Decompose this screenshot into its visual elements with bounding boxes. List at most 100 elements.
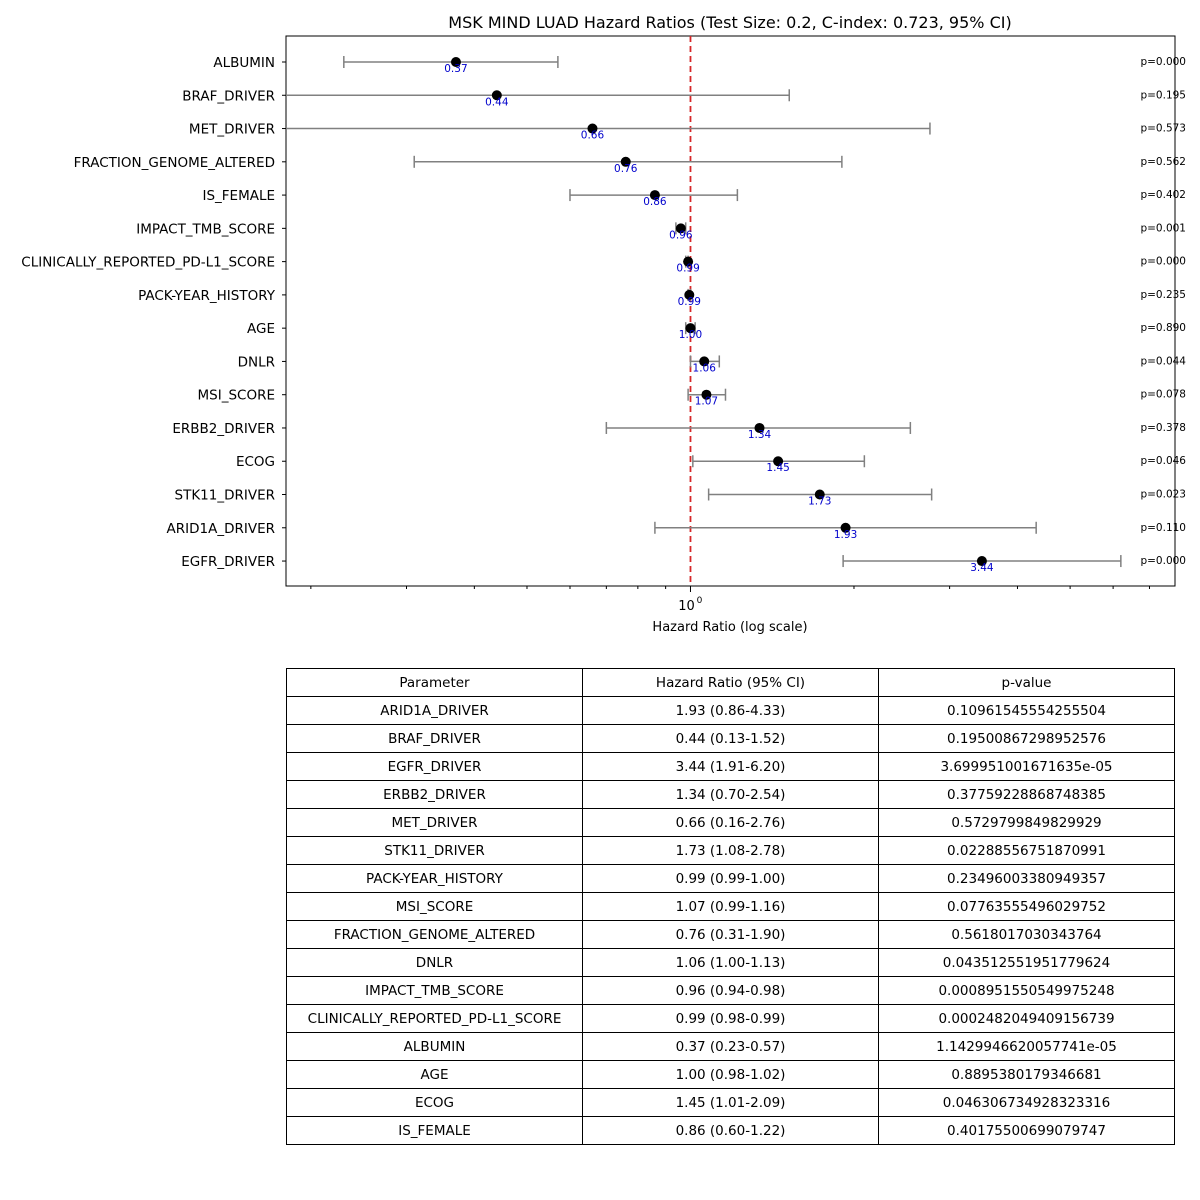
hr-point [754, 422, 765, 433]
table-header-cell: p-value [878, 668, 1175, 697]
forest-row: 0.99 p=0.235 [678, 288, 1186, 308]
table-cell: 1.93 (0.86-4.33) [582, 696, 879, 725]
table-cell: 3.44 (1.91-6.20) [582, 752, 879, 781]
hr-point [976, 556, 987, 567]
table-cell: AGE [286, 1060, 583, 1089]
table-cell: PACK-YEAR_HISTORY [286, 864, 583, 893]
table-row: AGE 1.00 (0.98-1.02) 0.8895380179346681 [286, 1060, 1175, 1089]
hr-point [683, 256, 694, 267]
forest-row: 0.99 p=0.000 [676, 255, 1186, 275]
hr-value-label: 1.07 [695, 396, 718, 408]
p-value-label: p=0.001 [1140, 222, 1186, 234]
table-cell: 0.99 (0.98-0.99) [582, 1004, 879, 1033]
table-cell: ALBUMIN [286, 1032, 583, 1061]
p-value-label: p=0.378 [1140, 422, 1186, 434]
chart-title: MSK MIND LUAD Hazard Ratios (Test Size: … [448, 13, 1011, 32]
table-cell: 0.40175500699079747 [878, 1116, 1175, 1145]
hr-value-label: 1.45 [766, 462, 789, 474]
table-cell: 1.07 (0.99-1.16) [582, 892, 879, 921]
hr-value-label: 0.76 [614, 163, 638, 175]
hr-value-label: 1.06 [693, 362, 717, 374]
x-axis: ALBUMIN BRAF_DRIVER MET_DRIVER FRACTION_GEN… [21, 55, 1150, 614]
y-tick-label: ALBUMIN [213, 55, 275, 71]
p-value-label: p=0.046 [1140, 455, 1186, 467]
hr-value-label: 1.34 [748, 429, 772, 441]
plot-area: 0.37 p=0.000 0.44 p=0.195 0.66 p=0.573 0.76 p=0… [286, 36, 1186, 586]
table-cell: DNLR [286, 948, 583, 977]
hr-value-label: 1.00 [679, 329, 702, 341]
p-value-label: p=0.000 [1140, 56, 1186, 68]
table-row: IS_FEMALE 0.86 (0.60-1.22) 0.4017550069907… [286, 1116, 1175, 1145]
forest-row: 1.34 p=0.378 [605, 421, 1186, 441]
table-cell: 0.046306734928323316 [878, 1088, 1175, 1117]
hr-point [773, 456, 784, 467]
table-cell: FRACTION_GENOME_ALTERED [286, 920, 583, 949]
p-value-label: p=0.044 [1140, 355, 1186, 367]
hr-point [699, 356, 710, 367]
p-value-label: p=0.195 [1140, 89, 1186, 101]
x-tick-label: 10 [678, 599, 695, 614]
y-tick-label: ARID1A_DRIVER [167, 521, 275, 537]
table-row: CLINICALLY_REPORTED_PD-L1_SCORE 0.99 (0.9… [286, 1004, 1175, 1033]
table-cell: 0.10961545554255504 [878, 696, 1175, 725]
forest-row: 1.00 p=0.890 [679, 322, 1186, 341]
table-cell: IS_FEMALE [286, 1116, 583, 1145]
forest-row: 0.76 p=0.562 [413, 155, 1186, 175]
y-tick-label: STK11_DRIVER [175, 488, 276, 504]
table-cell: EGFR_DRIVER [286, 752, 583, 781]
table-body: ARID1A_DRIVER 1.93 (0.86-4.33) 0.109615455… [286, 696, 1175, 1145]
forest-row: 0.37 p=0.000 [343, 56, 1186, 75]
y-tick-label: AGE [247, 321, 275, 337]
forest-row: 0.44 p=0.195 [286, 89, 1186, 108]
table-cell: IMPACT_TMB_SCORE [286, 976, 583, 1005]
y-tick-label: IMPACT_TMB_SCORE [136, 221, 275, 237]
y-tick-label: DNLR [238, 354, 275, 370]
hr-value-label: 1.73 [808, 496, 831, 508]
hr-value-label: 1.93 [834, 529, 857, 541]
forest-row: 1.07 p=0.078 [687, 388, 1186, 408]
table-cell: 0.99 (0.99-1.00) [582, 864, 879, 893]
y-tick-label: IS_FEMALE [202, 188, 275, 204]
hr-point [620, 156, 631, 167]
p-value-label: p=0.110 [1140, 522, 1186, 534]
table-cell: BRAF_DRIVER [286, 724, 583, 753]
results-table: Parameter Hazard Ratio (95% CI) p-value AR… [286, 668, 1175, 1145]
table-cell: 0.02288556751870991 [878, 836, 1175, 865]
table-row: STK11_DRIVER 1.73 (1.08-2.78) 0.0228855675… [286, 836, 1175, 865]
p-value-label: p=0.235 [1140, 289, 1186, 301]
hr-point [814, 489, 825, 500]
table-cell: MET_DRIVER [286, 808, 583, 837]
table-row: BRAF_DRIVER 0.44 (0.13-1.52) 0.19500867298… [286, 724, 1175, 753]
y-tick-label: PACK-YEAR_HISTORY [138, 288, 276, 304]
table-cell: 1.45 (1.01-2.09) [582, 1088, 879, 1117]
table-header-row: Parameter Hazard Ratio (95% CI) p-value [286, 668, 1175, 697]
forest-row: 0.96 p=0.001 [669, 222, 1186, 241]
table-row: ECOG 1.45 (1.01-2.09) 0.046306734928323316 [286, 1088, 1175, 1117]
table-row: FRACTION_GENOME_ALTERED 0.76 (0.31-1.90) 0… [286, 920, 1175, 949]
hr-point [587, 123, 598, 134]
table-cell: 0.37 (0.23-0.57) [582, 1032, 879, 1061]
table-cell: ARID1A_DRIVER [286, 696, 583, 725]
table-cell: 0.5729799849829929 [878, 808, 1175, 837]
hr-value-label: 0.99 [678, 296, 701, 308]
forest-row: 1.73 p=0.023 [707, 488, 1186, 508]
y-tick-label: ECOG [236, 454, 275, 470]
table-cell: 1.73 (1.08-2.78) [582, 836, 879, 865]
x-axis-label: Hazard Ratio (log scale) [652, 620, 807, 635]
p-value-label: p=0.078 [1140, 389, 1186, 401]
table-cell: 0.0002482049409156739 [878, 1004, 1175, 1033]
hr-value-label: 0.37 [444, 63, 467, 75]
hr-point [450, 57, 461, 67]
hr-point [649, 190, 660, 201]
hr-value-label: 0.66 [581, 130, 605, 142]
table-cell: 3.699951001671635e-05 [878, 752, 1175, 781]
y-tick-label: CLINICALLY_REPORTED_PD-L1_SCORE [21, 255, 275, 271]
forest-plot: MSK MIND LUAD Hazard Ratios (Test Size: … [21, 13, 1186, 635]
table-cell: STK11_DRIVER [286, 836, 583, 865]
p-value-label: p=0.890 [1140, 322, 1186, 334]
table-cell: ECOG [286, 1088, 583, 1117]
hr-value-label: 0.44 [485, 96, 509, 108]
p-value-label: p=0.000 [1140, 555, 1186, 567]
table-cell: 0.76 (0.31-1.90) [582, 920, 879, 949]
table-cell: 0.5618017030343764 [878, 920, 1175, 949]
